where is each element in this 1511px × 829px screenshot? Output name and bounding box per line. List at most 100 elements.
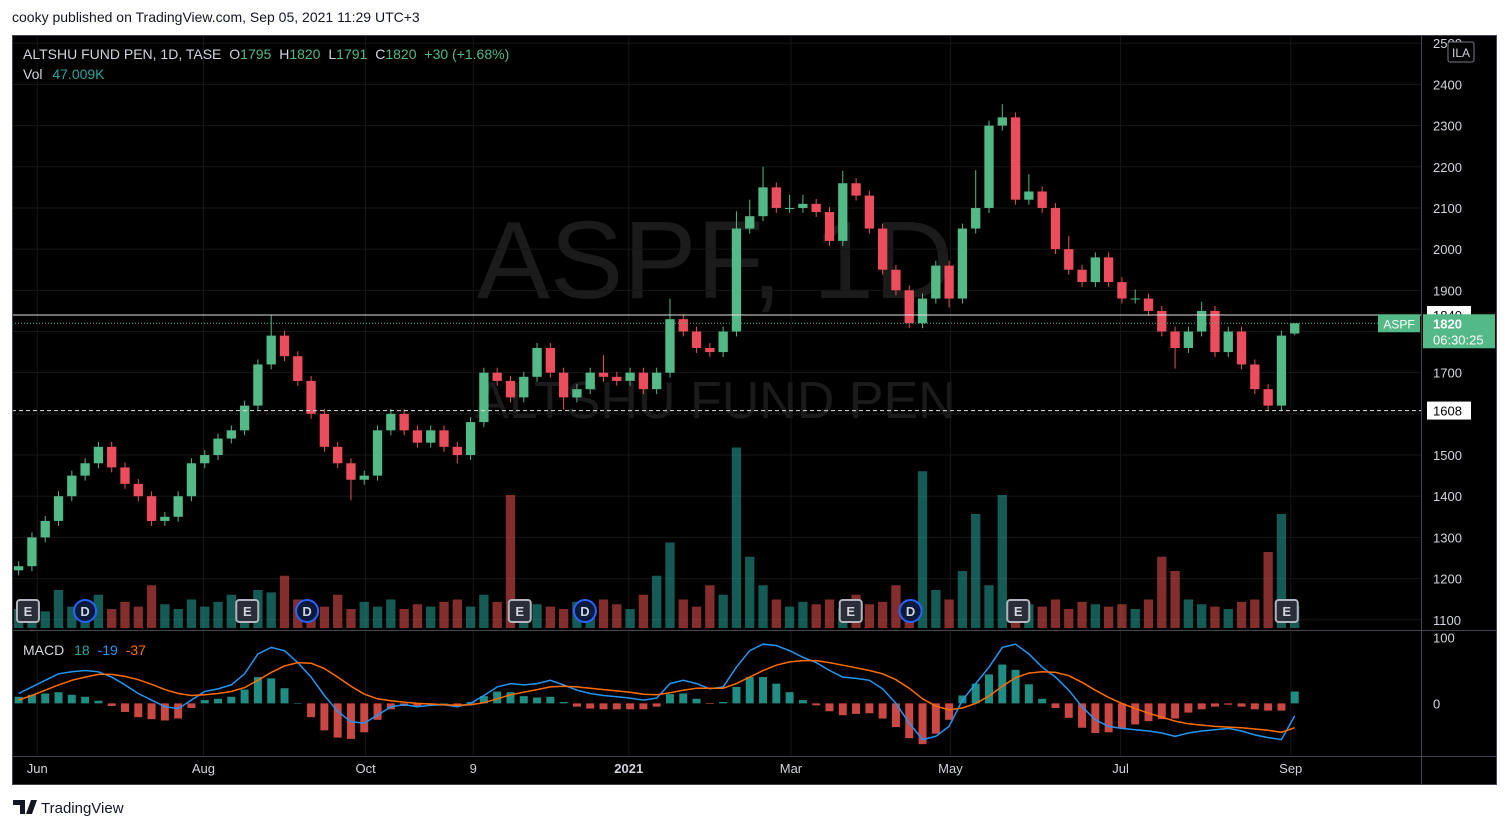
ticker-tag — [1378, 314, 1420, 333]
candle-body — [93, 446, 104, 464]
event-label: E — [846, 604, 855, 619]
candle-body — [1064, 249, 1074, 270]
chart-background — [12, 35, 1497, 785]
macd-histogram-bar — [1290, 691, 1299, 704]
candle-body — [372, 430, 383, 476]
legend-label: Vol — [23, 66, 42, 82]
volume-bar — [971, 514, 981, 628]
legend-value: -19 — [98, 642, 118, 658]
macd-histogram-bar — [1277, 703, 1286, 711]
macd-histogram-bar — [1144, 703, 1153, 722]
volume-bar — [532, 604, 542, 628]
macd-histogram-bar — [891, 703, 900, 728]
footer-brand: TradingView — [41, 800, 124, 817]
x-tick-label: Sep — [1279, 761, 1302, 776]
volume-bar — [40, 611, 50, 628]
volume-bar — [67, 606, 77, 628]
earnings-marker — [1274, 599, 1299, 623]
macd-histogram-bar — [1250, 703, 1259, 710]
volume-bar — [226, 594, 236, 628]
candle-body — [213, 438, 223, 456]
volume-bar — [864, 604, 875, 628]
candle-body — [253, 364, 263, 406]
volume-bar — [372, 606, 383, 628]
macd-histogram-bar — [1171, 703, 1180, 719]
volume-bar — [160, 604, 170, 628]
candle-body — [412, 430, 423, 443]
macd-histogram-bar — [519, 696, 528, 704]
volume-bar — [558, 609, 569, 628]
macd-histogram-bar — [307, 703, 316, 718]
macd-histogram-bar — [772, 683, 781, 704]
candle-body — [492, 372, 502, 381]
event-label: E — [243, 604, 252, 619]
macd-histogram-bar — [639, 703, 648, 710]
y-tick-label: 0 — [1433, 696, 1440, 711]
candle-body — [173, 496, 183, 517]
event-label: E — [515, 604, 524, 619]
macd-histogram-bar — [413, 703, 422, 707]
candle-body — [1090, 257, 1100, 283]
candle-body — [1210, 310, 1220, 353]
legend-symbol: ALTSHU FUND PEN, 1D, TASE — [23, 46, 221, 62]
macd-histogram-bar — [1184, 703, 1193, 713]
macd-histogram-bar — [945, 703, 954, 720]
legend-label: MACD — [23, 642, 64, 658]
volume-bar — [319, 606, 330, 628]
volume-bar — [638, 594, 649, 628]
volume-bar — [1223, 609, 1233, 628]
price-tag-label: 1608 — [1433, 404, 1462, 419]
watermark-name: ALTSHU FUND PEN — [474, 372, 956, 430]
y-tick-label: 1700 — [1433, 366, 1462, 381]
candle-body — [878, 228, 888, 270]
macd-histogram-bar — [1131, 703, 1140, 725]
x-tick-label: Mar — [780, 761, 803, 776]
volume-bar — [771, 599, 781, 628]
volume-bar — [665, 542, 675, 628]
candle-body — [917, 298, 928, 324]
volume-bar — [798, 601, 808, 628]
candle-body — [771, 187, 781, 208]
volume-bar — [1117, 604, 1127, 628]
macd-histogram-bar — [81, 696, 90, 704]
candle-body — [346, 463, 356, 480]
candle-body — [1250, 364, 1260, 390]
candle-body — [426, 430, 436, 443]
candle-body — [1236, 331, 1247, 365]
candle-body — [239, 405, 250, 431]
candle-body — [53, 496, 64, 521]
volume-bar — [545, 606, 555, 628]
macd-histogram-bar — [905, 703, 914, 739]
volume-bar — [200, 606, 210, 628]
candle-body — [1263, 389, 1273, 406]
candle-body — [731, 228, 742, 332]
volume-bar — [612, 604, 622, 628]
volume-bar — [399, 609, 409, 628]
candle-body — [359, 475, 369, 480]
volume-bar — [186, 599, 197, 628]
macd-histogram-bar — [1078, 703, 1087, 728]
y-tick-label: 100 — [1433, 631, 1455, 646]
macd-histogram-bar — [453, 703, 462, 705]
macd-histogram-bar — [1117, 703, 1126, 729]
volume-bar — [505, 495, 516, 628]
macd-histogram-bar — [253, 677, 262, 704]
macd-histogram-bar — [652, 703, 661, 707]
candle-body — [572, 389, 582, 398]
macd-histogram-bar — [785, 692, 794, 704]
candle-body — [107, 446, 117, 468]
candle-body — [1024, 191, 1034, 200]
macd-histogram-bar — [479, 696, 488, 704]
candle-body — [612, 376, 622, 381]
volume-bar — [1077, 601, 1087, 628]
volume-bar — [1050, 599, 1061, 628]
currency-label: ILA — [1452, 46, 1470, 60]
legend-value: 1791 — [336, 46, 367, 62]
candle-body — [758, 187, 768, 217]
volume-bar — [1064, 609, 1074, 628]
candle-body — [1010, 117, 1021, 200]
macd-histogram-bar — [865, 703, 874, 714]
macd-histogram-bar — [572, 703, 581, 707]
candle-body — [399, 413, 409, 431]
